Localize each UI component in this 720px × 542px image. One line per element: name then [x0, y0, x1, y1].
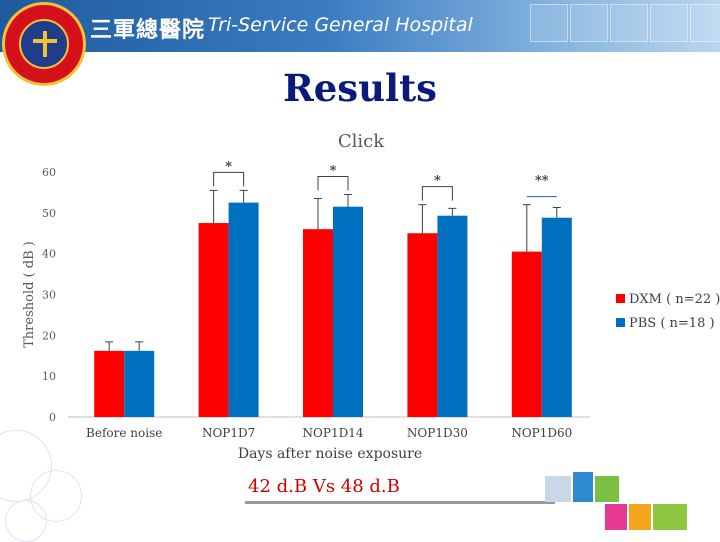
legend-label: PBS ( n=18 )	[629, 316, 715, 331]
chart-labels: 0 10 20 30 40 50 60 Click Threshold ( dB ) Days a…	[22, 131, 572, 462]
decorative-bubble	[5, 500, 47, 542]
legend-label: DXM ( n=22 )	[629, 292, 720, 307]
hospital-name-zh: 三軍總醫院	[90, 18, 206, 43]
bar-pbs	[541, 217, 572, 417]
y-tick-label: 20	[42, 329, 56, 342]
legend-swatch	[616, 318, 625, 327]
x-tick-label: NOP1D60	[511, 426, 572, 440]
bar-dxm	[94, 350, 125, 417]
chart-error-bars	[105, 189, 561, 351]
decorative-bubble	[30, 470, 82, 522]
bar-dxm	[511, 251, 542, 417]
bar-pbs	[437, 215, 468, 417]
bar-pbs	[333, 206, 363, 417]
y-tick-label: 30	[42, 289, 56, 302]
chart-title: Click	[338, 131, 385, 152]
x-tick-label: NOP1D14	[303, 426, 364, 440]
bar-dxm	[303, 229, 333, 417]
bar-dxm	[407, 233, 438, 417]
significance-mark: *	[434, 174, 441, 189]
y-axis-label: Threshold ( dB )	[22, 241, 37, 348]
significance-mark: *	[225, 159, 232, 174]
significance-bracket	[317, 175, 349, 191]
bar-pbs	[228, 202, 259, 417]
legend-swatch	[616, 294, 625, 303]
bar-pbs	[124, 350, 155, 417]
significance-mark: **	[535, 174, 549, 189]
note-divider	[245, 501, 555, 504]
bar-dxm	[198, 223, 229, 417]
banner-decoration	[520, 0, 720, 52]
x-axis-label: Days after noise exposure	[238, 446, 422, 462]
significance-bracket	[421, 186, 453, 201]
significance-bracket	[213, 171, 245, 187]
x-tick-label: Before noise	[86, 426, 162, 440]
comparison-note: 42 d.B Vs 48 d.B	[248, 476, 400, 497]
chart-legend: DXM ( n=22 ) PBS ( n=18 )	[616, 292, 720, 331]
significance-mark: *	[330, 163, 337, 178]
x-tick-label: NOP1D30	[407, 426, 468, 440]
hospital-name-en: Tri-Service General Hospital	[208, 14, 473, 36]
chart-significance: * ** **	[213, 159, 557, 201]
service-logo-icon	[545, 472, 695, 534]
header-banner: 三軍總醫院 Tri-Service General Hospital	[0, 0, 720, 52]
y-tick-label: 10	[42, 370, 56, 383]
slide-title: Results	[283, 66, 437, 110]
y-tick-label: 0	[49, 411, 56, 424]
chart-bars	[94, 202, 572, 417]
y-tick-label: 40	[42, 248, 56, 261]
x-tick-label: NOP1D7	[202, 426, 255, 440]
hospital-logo-icon	[2, 2, 86, 86]
y-tick-label: 60	[42, 166, 56, 179]
y-tick-label: 50	[42, 207, 56, 220]
